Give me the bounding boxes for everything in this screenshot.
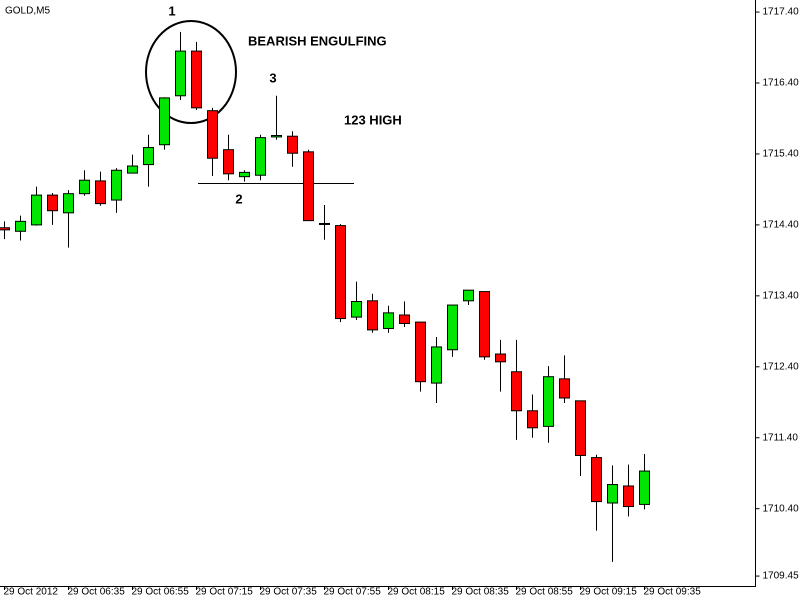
candle-body — [127, 165, 138, 174]
candle-body — [399, 314, 410, 325]
candle-body — [0, 227, 10, 231]
candle-body — [223, 149, 234, 175]
candle-body — [527, 410, 538, 429]
x-tick-label: 29 Oct 08:35 — [452, 587, 510, 598]
candle-body — [95, 180, 106, 205]
y-tick-label: 1709.45 — [763, 571, 800, 582]
candle-body — [143, 147, 154, 166]
y-tick-label: 1716.40 — [763, 78, 800, 89]
candle-body — [271, 135, 282, 138]
candle-body — [431, 346, 442, 384]
y-tick-label: 1711.40 — [763, 432, 799, 443]
y-tick-label: 1714.40 — [763, 220, 800, 231]
y-tick-label: 1713.40 — [763, 290, 800, 301]
x-tick-label: 29 Oct 08:15 — [388, 587, 446, 598]
x-tick-label: 29 Oct 09:15 — [580, 587, 638, 598]
candle-body — [47, 194, 58, 212]
candle-body — [383, 312, 394, 329]
candle-body — [159, 97, 170, 146]
x-tick-label: 29 Oct 06:55 — [132, 587, 190, 598]
candle-body — [175, 50, 186, 97]
candle-body — [447, 304, 458, 351]
x-tick-label: 29 Oct 2012 — [4, 587, 59, 598]
candle-body — [463, 289, 474, 302]
candle-body — [415, 321, 426, 383]
candle-body — [575, 400, 586, 456]
x-tick-label: 29 Oct 07:15 — [196, 587, 254, 598]
annotation: 1 — [168, 3, 175, 18]
candle-body — [623, 485, 634, 508]
annotation: 3 — [269, 70, 276, 85]
candle-body — [607, 484, 618, 504]
annotation: 2 — [235, 191, 242, 206]
candle-body — [15, 220, 26, 232]
highlight-circle — [145, 20, 237, 124]
candle-body — [591, 457, 602, 503]
x-tick-label: 29 Oct 06:35 — [68, 587, 126, 598]
annotation: BEARISH ENGULFING — [248, 33, 387, 48]
candle-body — [351, 301, 362, 318]
candle-body — [335, 225, 346, 320]
candle-body — [511, 371, 522, 412]
candle-body — [479, 291, 490, 358]
candle-body — [111, 169, 122, 201]
x-tick-label: 29 Oct 07:35 — [260, 587, 318, 598]
x-tick-label: 29 Oct 07:55 — [324, 587, 382, 598]
y-tick-label: 1715.40 — [763, 149, 800, 160]
candle-body — [303, 151, 314, 222]
x-tick-label: 29 Oct 09:35 — [644, 587, 702, 598]
candle-body — [639, 470, 650, 505]
candle-body — [255, 137, 266, 176]
y-tick-label: 1712.40 — [763, 361, 800, 372]
candle-body — [367, 300, 378, 331]
x-tick-label: 29 Oct 08:55 — [516, 587, 574, 598]
y-tick-label: 1710.40 — [763, 503, 800, 514]
candle-body — [495, 353, 506, 363]
symbol-label: GOLD,M5 — [5, 6, 50, 17]
candle-body — [287, 135, 298, 154]
candle-body — [559, 378, 570, 399]
candle-body — [191, 50, 202, 109]
candle-body — [319, 222, 330, 225]
y-tick-label: 1717.40 — [763, 7, 800, 18]
candle-body — [239, 171, 250, 178]
candle-body — [543, 376, 554, 427]
candle-body — [207, 110, 218, 159]
candle-body — [31, 194, 42, 226]
candle-body — [63, 193, 74, 214]
candle-body — [79, 179, 90, 195]
annotation: 123 HIGH — [344, 112, 402, 127]
